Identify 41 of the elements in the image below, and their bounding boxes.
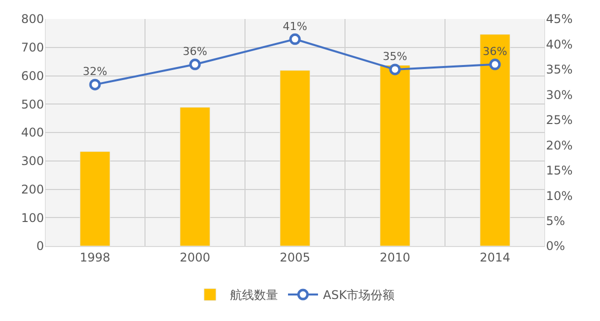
y-tick-label: 200 (21, 182, 44, 196)
y2-tick-label: 35% (546, 62, 573, 77)
y-tick-label: 300 (21, 154, 44, 168)
y-tick-label: 500 (21, 97, 44, 112)
bar (80, 151, 110, 246)
point (189, 58, 201, 70)
legend-label: 航线数量 (230, 288, 278, 302)
point (289, 33, 301, 45)
point (489, 58, 501, 70)
data-label: 36% (482, 45, 508, 58)
y-tick-label: 0 (36, 239, 44, 254)
legend-label: ASK市场份额 (323, 288, 395, 302)
y2-tick-label: 20% (546, 138, 573, 152)
y2-tick-label: 10% (546, 188, 573, 203)
x-tick-label: 2010 (380, 250, 410, 264)
y2-tick-label: 30% (546, 88, 573, 102)
y2-tick-label: 5% (546, 214, 566, 228)
y2-tick-label: 15% (546, 164, 573, 178)
bar (180, 107, 210, 246)
y2-tick-label: 45% (546, 12, 573, 26)
y2-tick-label: 0% (546, 239, 566, 254)
bar (380, 65, 410, 246)
x-tick-label: 2005 (280, 250, 310, 264)
y-tick-label: 600 (21, 68, 44, 83)
y-tick-label: 800 (21, 12, 44, 26)
data-label: 41% (282, 20, 308, 33)
y2-tick-label: 25% (546, 113, 573, 128)
bar (280, 70, 310, 246)
x-tick-label: 1998 (80, 250, 110, 264)
x-tick-label: 2014 (480, 250, 510, 264)
data-label: 32% (82, 65, 108, 78)
point (389, 64, 401, 76)
y2-tick-label: 40% (546, 37, 573, 52)
y-tick-label: 400 (21, 126, 44, 140)
x-tick-label: 2000 (180, 250, 210, 264)
y-tick-label: 700 (21, 40, 44, 55)
y-tick-label: 100 (21, 210, 44, 225)
bar (480, 34, 510, 246)
point (89, 78, 101, 90)
data-label: 35% (382, 50, 408, 64)
data-label: 36% (182, 45, 208, 58)
